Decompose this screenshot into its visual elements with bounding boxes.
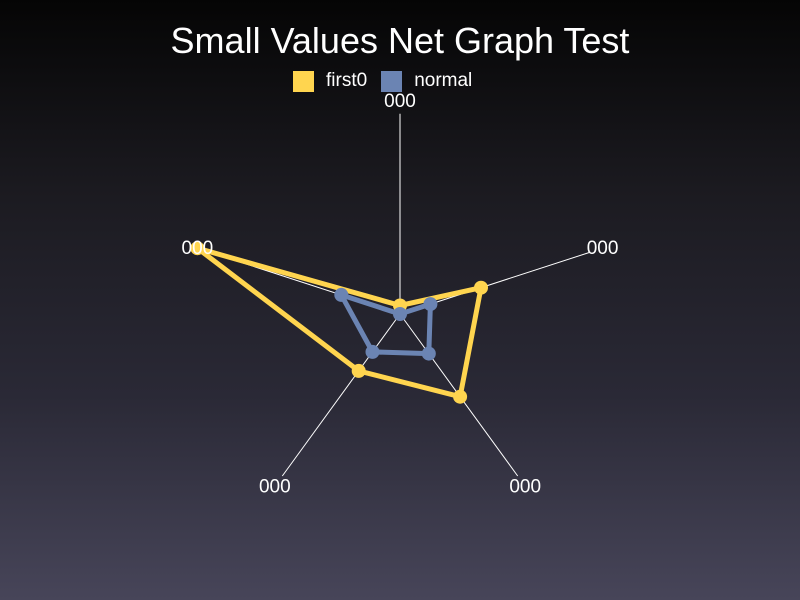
series-1-point-1 (423, 297, 438, 312)
series-line-0 (194, 245, 484, 400)
axis-label-1: 000 (587, 238, 619, 259)
series-1-point-0 (393, 307, 407, 321)
legend-swatch-series-1 (381, 70, 403, 92)
axis-line-3 (281, 313, 401, 477)
series-1-point-3 (365, 344, 380, 359)
legend-label-series-0: first0 (326, 70, 368, 91)
series-1-point-2 (421, 346, 436, 361)
legend: first0 normal (293, 70, 486, 92)
series-0-point-2 (453, 389, 468, 404)
axis-label-4: 000 (182, 238, 214, 259)
axis-labels: 000 000 000 000 000 (182, 91, 619, 497)
legend-item-series-1: normal (381, 70, 472, 92)
series-1-point-4 (334, 287, 349, 302)
chart-title: Small Values Net Graph Test (170, 20, 630, 61)
series-0-point-1 (474, 280, 488, 295)
legend-label-series-1: normal (414, 70, 473, 91)
legend-item-series-0: first0 (293, 70, 367, 92)
series-0 (190, 241, 488, 404)
series-0-point-4 (190, 241, 205, 256)
series-0-point-3 (351, 363, 366, 378)
axis-label-0: 000 (384, 91, 416, 112)
axis-label-2: 000 (509, 476, 541, 497)
series-1 (334, 287, 438, 361)
axis-lines (209, 113, 591, 477)
legend-swatch-series-0 (293, 70, 314, 92)
axis-label-3: 000 (259, 476, 291, 497)
